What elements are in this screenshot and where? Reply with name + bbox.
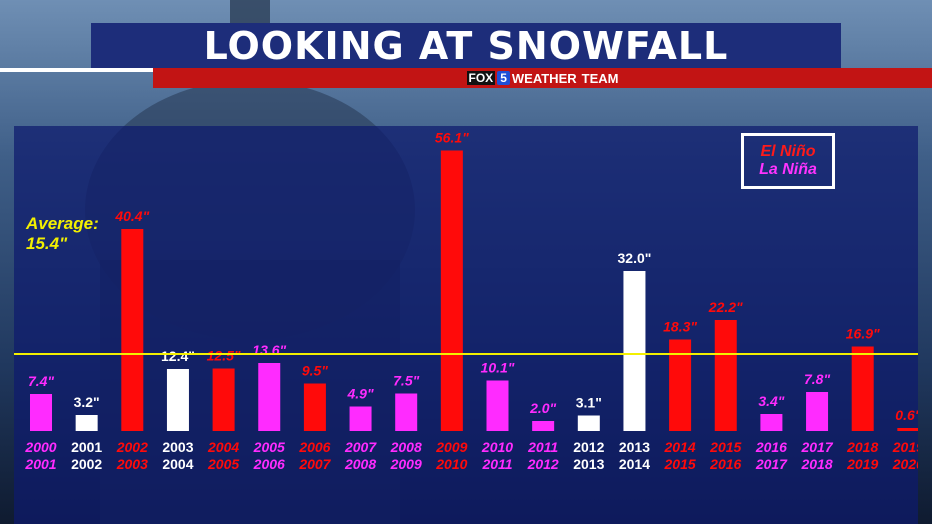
data-label: 3.1": [576, 395, 602, 411]
tick-label: 2002: [116, 439, 148, 455]
data-label: 7.8": [804, 371, 830, 387]
tick-label: 2013: [619, 439, 650, 455]
tick-label: 2002: [71, 456, 102, 472]
data-label: 56.1": [435, 130, 469, 146]
tick-label: 2012: [527, 456, 559, 472]
accent-stripe: [0, 68, 155, 72]
tick-label: 2007: [298, 456, 331, 472]
tick-label: 2001: [24, 456, 56, 472]
tick-label: 2012: [573, 439, 604, 455]
data-label: 7.4": [28, 373, 54, 389]
logo-fox-text: FOX: [466, 71, 496, 85]
tick-label: 2008: [344, 456, 376, 472]
chart-panel: [14, 126, 918, 524]
tick-label: 2019: [846, 456, 878, 472]
legend-el-nino: El Niño: [760, 143, 816, 160]
bar: [669, 339, 692, 431]
average-value-text: 15.4": [26, 234, 68, 253]
data-label: 16.9": [846, 326, 880, 342]
tick-label: 2016: [755, 439, 787, 455]
logo-five-badge: 5: [497, 71, 510, 85]
bar: [714, 320, 737, 431]
tick-label: 2009: [435, 439, 467, 455]
tick-label: 2011: [527, 439, 558, 455]
bar: [212, 368, 235, 431]
bar: [851, 346, 874, 431]
page-title: LOOKING AT SNOWFALL: [203, 24, 729, 68]
tick-label: 2018: [800, 456, 832, 472]
data-label: 3.4": [758, 393, 784, 409]
bar: [30, 394, 52, 431]
bar: [577, 415, 600, 431]
title-banner: LOOKING AT SNOWFALL: [91, 23, 841, 69]
data-label: 12.4": [161, 348, 195, 364]
tick-label: 2010: [481, 439, 513, 455]
station-banner: FOX 5 WEATHER TEAM: [153, 68, 932, 88]
logo-weather-text: WEATHER: [511, 70, 577, 86]
tick-label: 2020: [892, 456, 918, 472]
fox5-weather-logo: FOX 5 WEATHER TEAM: [466, 70, 619, 86]
bar: [532, 421, 555, 431]
tick-label: 2014: [619, 456, 650, 472]
tick-label: 2003: [116, 456, 148, 472]
data-label: 2.0": [529, 400, 556, 416]
tick-label: 2015: [664, 456, 696, 472]
tick-label: 2001: [71, 439, 102, 455]
bar: [258, 363, 281, 431]
snowfall-bar-chart: 7.4"200020013.2"2001200240.4"2002200312.…: [14, 130, 918, 472]
data-label: 9.5": [302, 363, 328, 379]
tick-label: 2003: [162, 439, 193, 455]
data-label: 7.5": [393, 373, 419, 389]
bar: [349, 406, 372, 431]
logo-team-text: TEAM: [581, 70, 619, 86]
bar: [121, 229, 144, 431]
tick-label: 2015: [709, 439, 741, 455]
bar: [486, 380, 509, 431]
data-label: 4.9": [346, 386, 373, 402]
tick-label: 2019: [892, 439, 918, 455]
bar: [806, 392, 829, 431]
bar: [75, 415, 98, 431]
tick-label: 2004: [162, 456, 193, 472]
tick-label: 2014: [664, 439, 696, 455]
data-label: 40.4": [114, 208, 149, 224]
chart-legend: El Niño La Niña: [741, 133, 835, 189]
bar: [166, 369, 189, 431]
data-label: 22.2": [708, 299, 743, 315]
data-label: 10.1": [481, 360, 515, 376]
data-label: 3.2": [74, 394, 100, 410]
tick-label: 2013: [573, 456, 604, 472]
data-label: 0.6": [895, 407, 918, 423]
tick-label: 2006: [298, 439, 330, 455]
data-label: 18.3": [663, 319, 697, 335]
tick-label: 2018: [846, 439, 878, 455]
tick-label: 2017: [755, 456, 788, 472]
tick-label: 2011: [481, 456, 512, 472]
tick-label: 2016: [709, 456, 741, 472]
tick-label: 2005: [253, 439, 285, 455]
tick-label: 2010: [435, 456, 467, 472]
bar: [897, 428, 918, 431]
bar: [760, 414, 783, 431]
average-label-text: Average:: [26, 214, 99, 233]
bar: [303, 383, 326, 431]
data-label: 32.0": [618, 250, 652, 266]
bar: [440, 150, 463, 431]
tick-label: 2017: [800, 439, 833, 455]
tick-label: 2004: [207, 439, 239, 455]
tick-label: 2006: [253, 456, 285, 472]
bar: [623, 271, 646, 431]
tick-label: 2008: [390, 439, 422, 455]
bar: [395, 393, 418, 431]
data-label: 12.5": [207, 348, 241, 364]
data-label: 13.6": [252, 342, 286, 358]
tick-label: 2000: [24, 439, 56, 455]
tick-label: 2009: [390, 456, 422, 472]
average-label: Average: 15.4": [26, 214, 99, 254]
legend-la-nina: La Niña: [759, 161, 817, 178]
tick-label: 2005: [207, 456, 239, 472]
tick-label: 2007: [344, 439, 377, 455]
